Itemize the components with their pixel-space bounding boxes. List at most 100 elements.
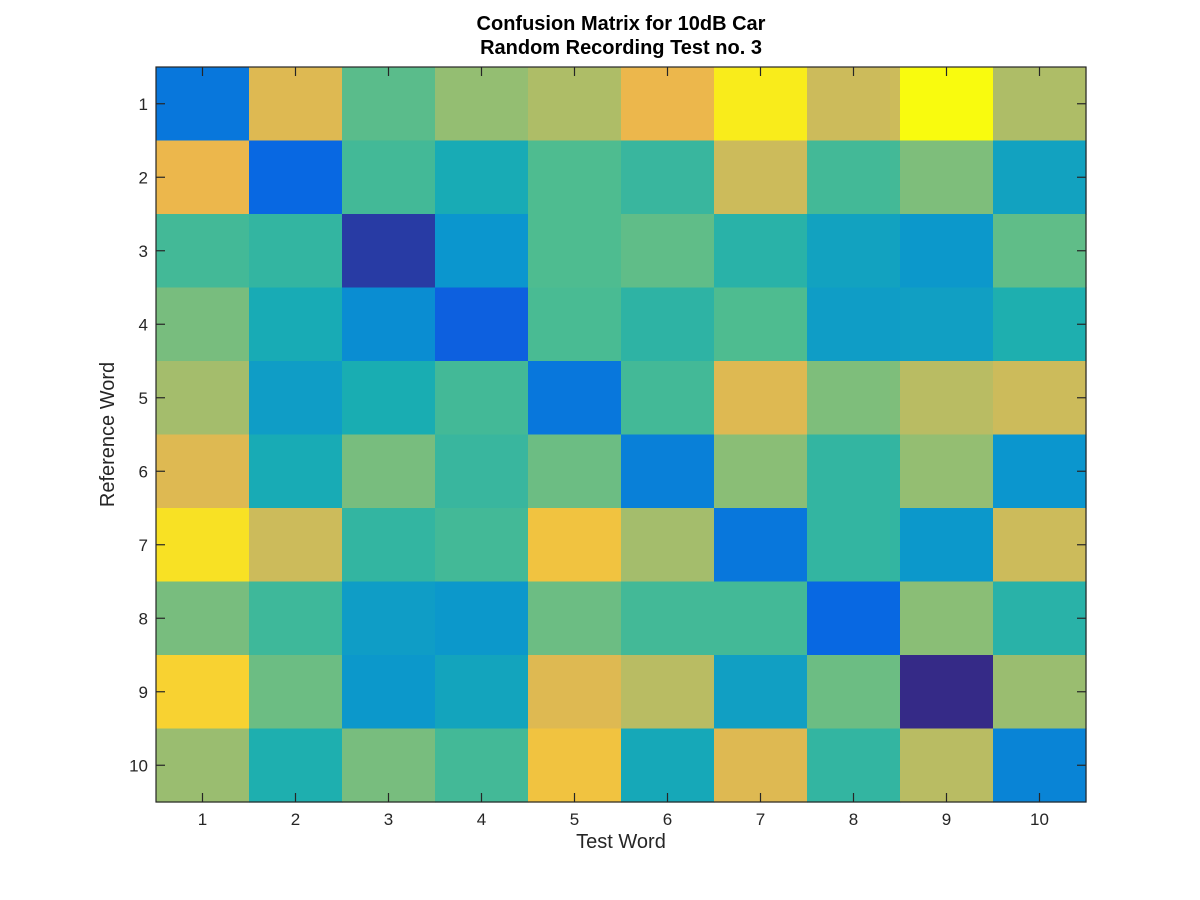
heatmap-cell (249, 361, 343, 436)
heatmap-cell (621, 361, 715, 436)
heatmap-cell (993, 434, 1087, 509)
chart-subtitle: Random Recording Test no. 3 (480, 37, 762, 59)
y-tick-label: 2 (139, 168, 148, 187)
heatmap-cell (342, 508, 436, 583)
x-tick-label: 6 (663, 810, 672, 829)
heatmap-cell (714, 728, 808, 803)
y-tick-label: 5 (139, 389, 148, 408)
heatmap-cell (621, 655, 715, 730)
heatmap-cell (342, 361, 436, 436)
heatmap-cell (621, 287, 715, 362)
heatmap-cell (528, 508, 622, 583)
x-tick-label: 8 (849, 810, 858, 829)
heatmap-cell (342, 214, 436, 289)
heatmap-cell (807, 581, 901, 656)
heatmap-cell (714, 508, 808, 583)
heatmap-cell (342, 655, 436, 730)
heatmap-cell (156, 728, 250, 803)
heatmap-cell (993, 361, 1087, 436)
x-axis-label: Test Word (576, 831, 666, 853)
heatmap-cell (528, 287, 622, 362)
heatmap-cell (249, 140, 343, 215)
heatmap-cell (900, 508, 994, 583)
heatmap-cell (435, 214, 529, 289)
heatmap-cell (342, 434, 436, 509)
heatmap-cell (342, 67, 436, 142)
heatmap-cell (993, 728, 1087, 803)
heatmap-cell (435, 581, 529, 656)
heatmap-cell (435, 140, 529, 215)
heatmap-cell (435, 361, 529, 436)
heatmap-cell (621, 434, 715, 509)
heatmap-cell (156, 581, 250, 656)
heatmap-cell (156, 287, 250, 362)
heatmap-cell (156, 361, 250, 436)
heatmap-cell (714, 287, 808, 362)
heatmap-cell (621, 214, 715, 289)
y-tick-label: 1 (139, 95, 148, 114)
heatmap-cell (993, 287, 1087, 362)
heatmap-cell (714, 361, 808, 436)
heatmap-cell (900, 434, 994, 509)
heatmap-cell (435, 655, 529, 730)
heatmap-cell (249, 67, 343, 142)
heatmap-cell (342, 728, 436, 803)
heatmap-cell (807, 361, 901, 436)
plot-frame (155, 66, 1087, 803)
heatmap-cell (528, 140, 622, 215)
heatmap-cell (714, 655, 808, 730)
heatmap-cell (900, 140, 994, 215)
heatmap-cell (249, 434, 343, 509)
heatmap-cell (528, 655, 622, 730)
heatmap-cells (156, 67, 1087, 803)
heatmap-cell (807, 214, 901, 289)
heatmap-cell (807, 655, 901, 730)
heatmap-cell (528, 361, 622, 436)
heatmap-cell (714, 140, 808, 215)
heatmap-cell (993, 214, 1087, 289)
axis-ticks (156, 67, 1086, 802)
x-tick-label: 9 (942, 810, 951, 829)
heatmap-cell (714, 214, 808, 289)
heatmap-cell (249, 214, 343, 289)
heatmap-cell (714, 581, 808, 656)
heatmap-cell (435, 434, 529, 509)
heatmap-cell (435, 728, 529, 803)
heatmap-cell (156, 508, 250, 583)
heatmap-cell (528, 728, 622, 803)
x-tick-label: 4 (477, 810, 486, 829)
y-tick-label: 9 (139, 683, 148, 702)
x-tick-labels: 1 2 3 4 5 6 7 8 9 10 (198, 810, 1049, 829)
heatmap-cell (993, 140, 1087, 215)
chart-title: Confusion Matrix for 10dB Car (477, 13, 766, 35)
heatmap-cell (156, 434, 250, 509)
heatmap-cell (249, 655, 343, 730)
heatmap-cell (528, 214, 622, 289)
heatmap-cell (342, 140, 436, 215)
heatmap-cell (900, 728, 994, 803)
x-tick-label: 10 (1030, 810, 1049, 829)
x-tick-label: 2 (291, 810, 300, 829)
heatmap-cell (528, 67, 622, 142)
heatmap-cell (807, 140, 901, 215)
heatmap-cell (900, 581, 994, 656)
x-tick-label: 1 (198, 810, 207, 829)
y-tick-label: 3 (139, 242, 148, 261)
heatmap-cell (993, 655, 1087, 730)
heatmap-cell (342, 287, 436, 362)
heatmap-cell (435, 287, 529, 362)
heatmap-cell (621, 728, 715, 803)
heatmap-cell (807, 67, 901, 142)
heatmap-cell (714, 434, 808, 509)
heatmap-cell (621, 508, 715, 583)
heatmap-cell (249, 287, 343, 362)
heatmap-cell (249, 581, 343, 656)
heatmap-cell (621, 67, 715, 142)
x-tick-label: 7 (756, 810, 765, 829)
heatmap-cell (621, 140, 715, 215)
x-tick-label: 3 (384, 810, 393, 829)
heatmap-cell (621, 581, 715, 656)
heatmap-cell (900, 287, 994, 362)
y-tick-label: 4 (139, 315, 148, 334)
heatmap-cell (807, 287, 901, 362)
